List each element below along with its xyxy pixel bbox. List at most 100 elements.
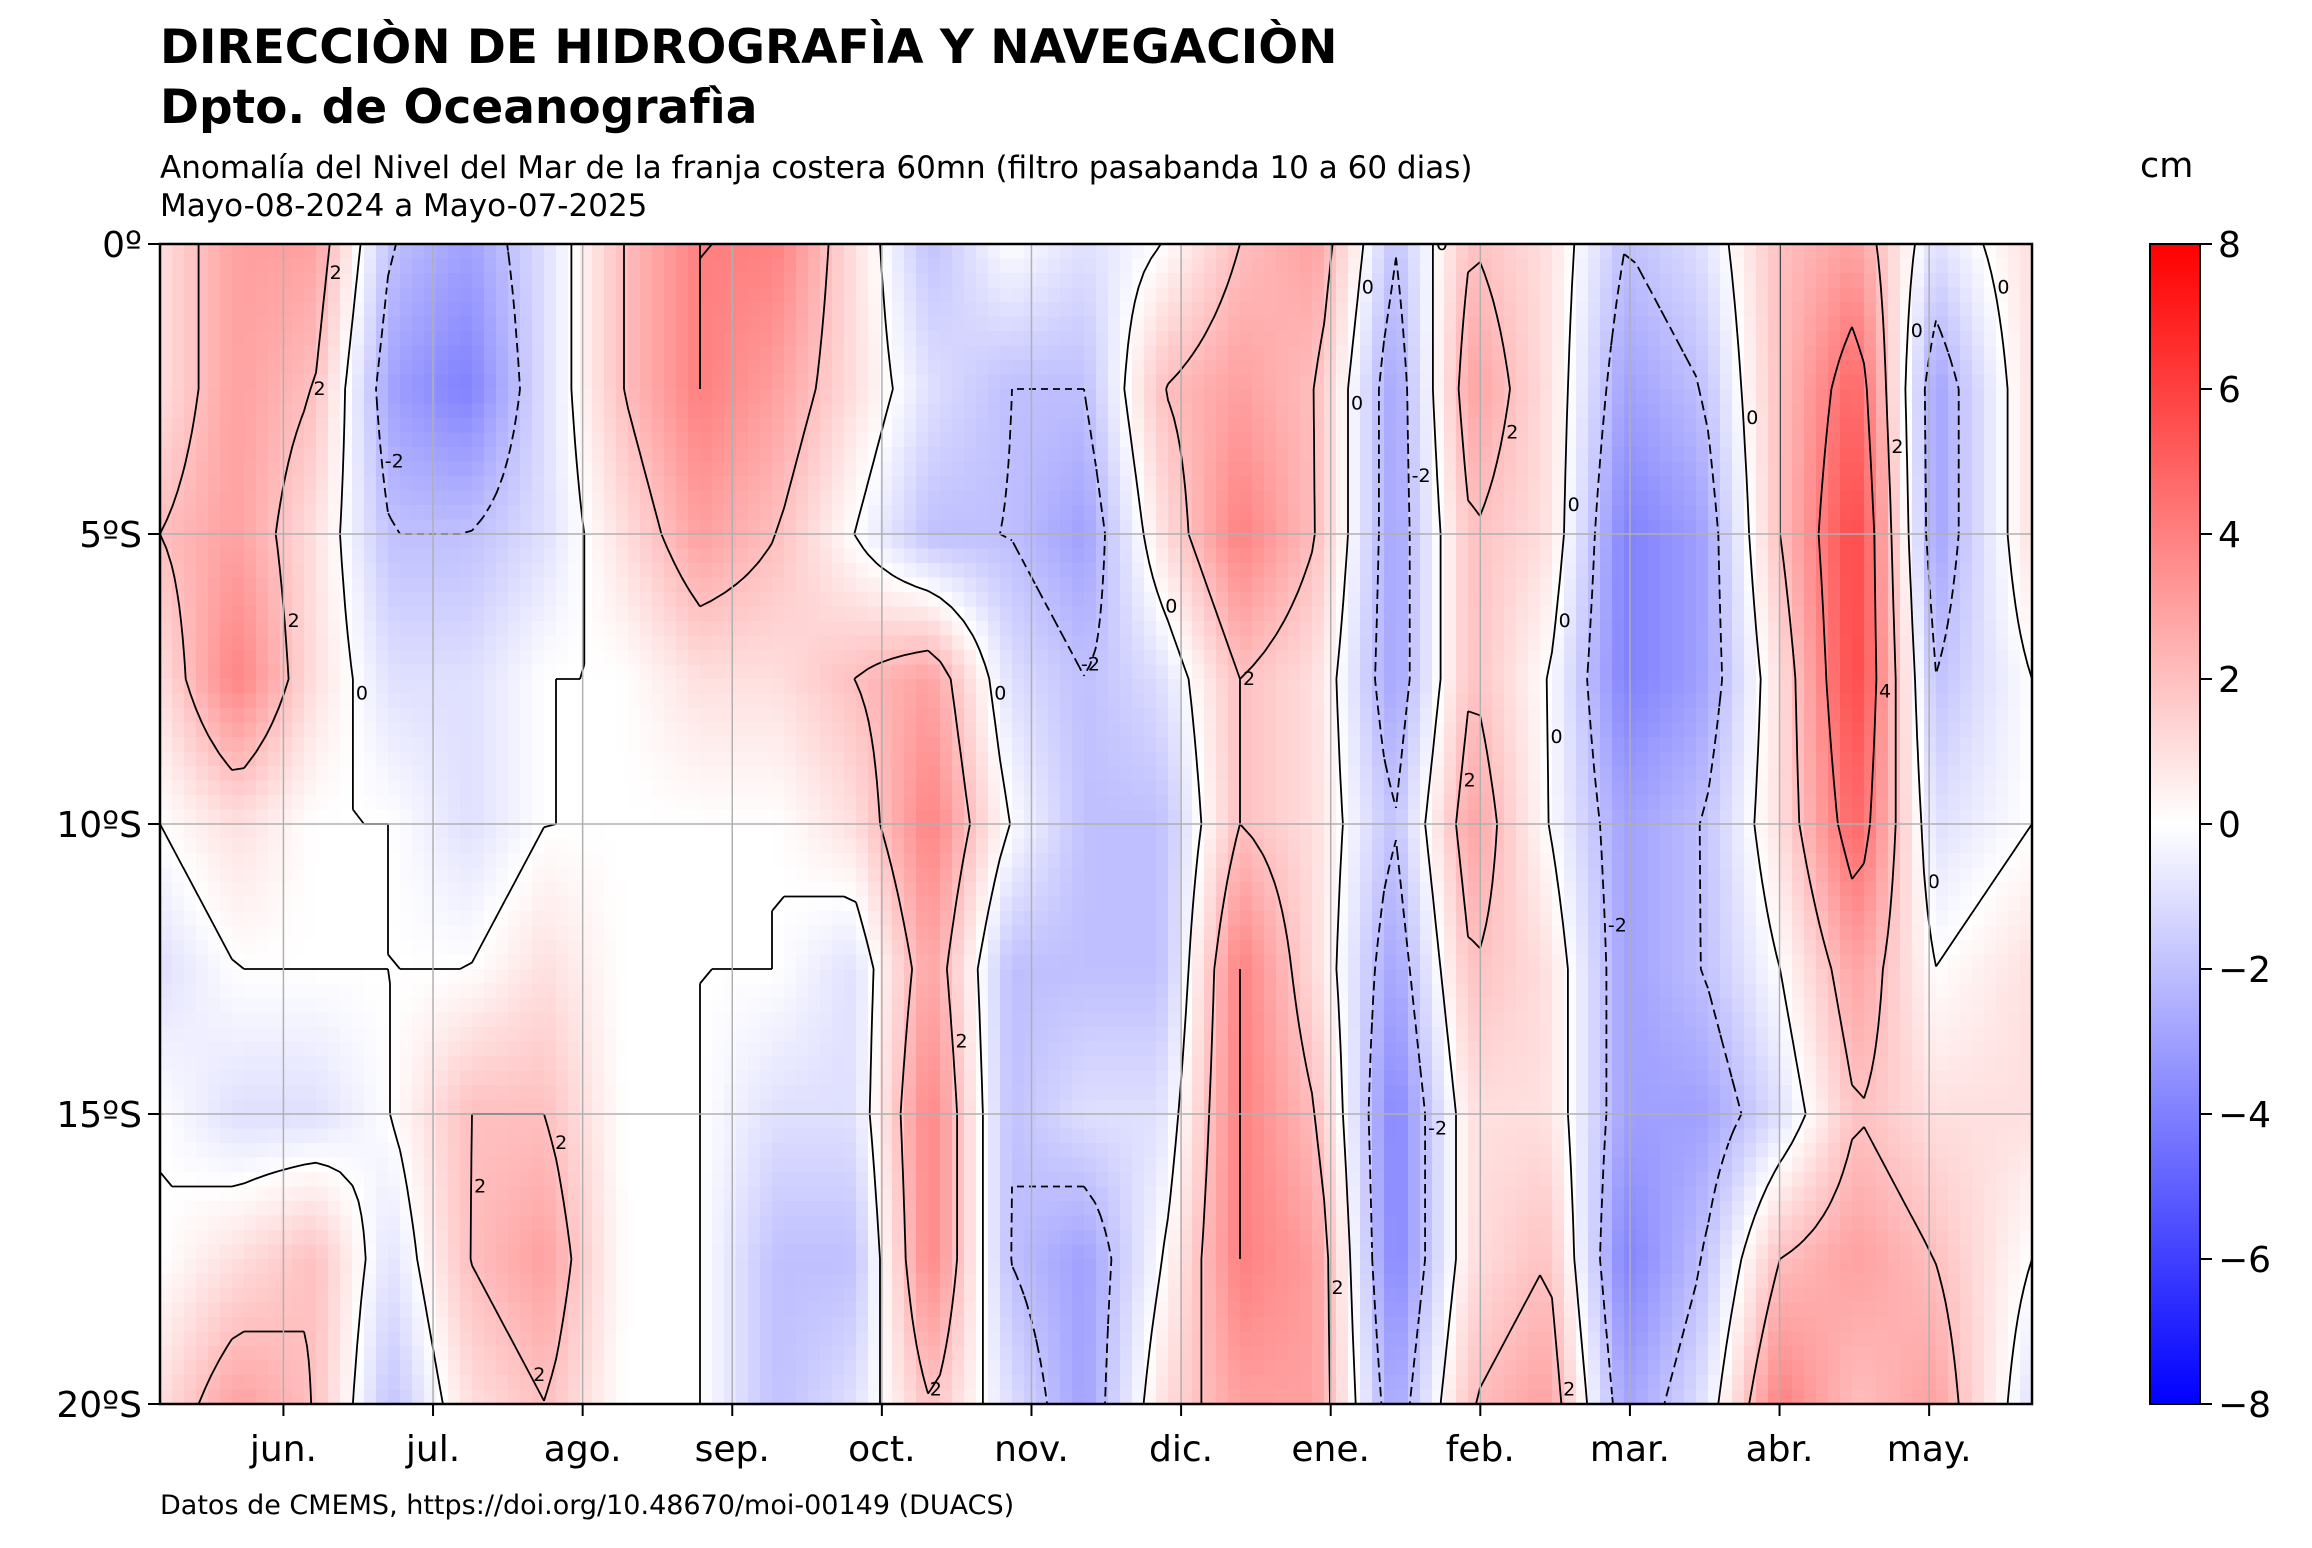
heatmap-cell bbox=[1456, 360, 1469, 376]
heatmap-cell bbox=[1060, 621, 1073, 637]
heatmap-cell bbox=[1048, 360, 1061, 376]
heatmap-cell bbox=[1276, 519, 1289, 535]
heatmap-cell bbox=[1540, 331, 1553, 347]
heatmap-cell bbox=[1984, 345, 1997, 361]
heatmap-cell bbox=[1660, 476, 1673, 492]
heatmap-cell bbox=[1816, 505, 1829, 521]
heatmap-cell bbox=[640, 244, 653, 260]
heatmap-cell bbox=[436, 635, 449, 651]
heatmap-cell bbox=[1708, 258, 1721, 274]
heatmap-cell bbox=[1132, 258, 1145, 274]
heatmap-cell bbox=[376, 650, 389, 666]
heatmap-cell bbox=[904, 273, 917, 289]
heatmap-cell bbox=[1720, 258, 1733, 274]
heatmap-cell bbox=[1288, 432, 1301, 448]
heatmap-cell bbox=[1240, 432, 1253, 448]
heatmap-cell bbox=[1108, 650, 1121, 666]
heatmap-cell bbox=[412, 316, 425, 332]
heatmap-cell bbox=[1996, 693, 2009, 709]
heatmap-cell bbox=[940, 577, 953, 593]
heatmap-cell bbox=[748, 258, 761, 274]
heatmap-cell bbox=[748, 664, 761, 680]
heatmap-cell bbox=[484, 664, 497, 680]
heatmap-cell bbox=[1120, 693, 1133, 709]
heatmap-cell bbox=[1528, 374, 1541, 390]
heatmap-cell bbox=[1636, 432, 1649, 448]
heatmap-cell bbox=[1192, 316, 1205, 332]
heatmap-cell bbox=[280, 534, 293, 550]
heatmap-cell bbox=[1384, 664, 1397, 680]
heatmap-cell bbox=[1408, 403, 1421, 419]
heatmap-cell bbox=[1732, 548, 1745, 564]
heatmap-cell bbox=[1600, 302, 1613, 318]
heatmap-cell bbox=[1108, 679, 1121, 695]
heatmap-cell bbox=[868, 577, 881, 593]
heatmap-cell bbox=[196, 621, 209, 637]
heatmap-cell bbox=[1252, 679, 1265, 695]
heatmap-cell bbox=[1828, 331, 1841, 347]
heatmap-cell bbox=[1408, 534, 1421, 550]
heatmap-cell bbox=[1204, 374, 1217, 390]
heatmap-cell bbox=[520, 679, 533, 695]
heatmap-cell bbox=[520, 592, 533, 608]
heatmap-cell bbox=[796, 461, 809, 477]
heatmap-cell bbox=[256, 374, 269, 390]
heatmap-cell bbox=[460, 635, 473, 651]
heatmap-cell bbox=[1900, 635, 1913, 651]
heatmap-cell bbox=[1468, 403, 1481, 419]
heatmap-cell bbox=[1552, 432, 1565, 448]
heatmap-cell bbox=[676, 360, 689, 376]
heatmap-cell bbox=[1444, 316, 1457, 332]
heatmap-cell bbox=[244, 534, 257, 550]
heatmap-cell bbox=[436, 374, 449, 390]
heatmap-cell bbox=[1480, 693, 1493, 709]
heatmap-cell bbox=[1804, 563, 1817, 579]
heatmap-cell bbox=[1516, 693, 1529, 709]
heatmap-cell bbox=[160, 345, 173, 361]
heatmap-cell bbox=[988, 650, 1001, 666]
heatmap-cell bbox=[964, 606, 977, 622]
heatmap-cell bbox=[1852, 432, 1865, 448]
heatmap-cell bbox=[1168, 679, 1181, 695]
heatmap-cell bbox=[1096, 345, 1109, 361]
heatmap-cell bbox=[484, 244, 497, 260]
heatmap-cell bbox=[1912, 534, 1925, 550]
heatmap-cell bbox=[1216, 563, 1229, 579]
heatmap-cell bbox=[1012, 374, 1025, 390]
heatmap-cell bbox=[1996, 621, 2009, 637]
heatmap-cell bbox=[172, 548, 185, 564]
heatmap-cell bbox=[1072, 345, 1085, 361]
heatmap-cell bbox=[1612, 432, 1625, 448]
heatmap-cell bbox=[352, 302, 365, 318]
heatmap-cell bbox=[1840, 389, 1853, 405]
heatmap-cell bbox=[1612, 650, 1625, 666]
heatmap-cell bbox=[772, 490, 785, 506]
heatmap-cell bbox=[1504, 461, 1517, 477]
heatmap-cell bbox=[484, 621, 497, 637]
heatmap-cell bbox=[796, 374, 809, 390]
heatmap-cell bbox=[352, 534, 365, 550]
heatmap-cell bbox=[208, 664, 221, 680]
heatmap-cell bbox=[652, 331, 665, 347]
heatmap-cell bbox=[904, 302, 917, 318]
heatmap-cell bbox=[964, 679, 977, 695]
heatmap-cell bbox=[1876, 461, 1889, 477]
heatmap-cell bbox=[520, 548, 533, 564]
heatmap-cell bbox=[544, 287, 557, 303]
heatmap-cell bbox=[1780, 461, 1793, 477]
heatmap-cell bbox=[208, 403, 221, 419]
heatmap-cell bbox=[1504, 693, 1517, 709]
heatmap-cell bbox=[1036, 548, 1049, 564]
heatmap-cell bbox=[952, 287, 965, 303]
heatmap-cell bbox=[1132, 577, 1145, 593]
heatmap-cell bbox=[916, 374, 929, 390]
heatmap-cell bbox=[1600, 577, 1613, 593]
heatmap-cell bbox=[1648, 244, 1661, 260]
heatmap-cell bbox=[736, 650, 749, 666]
heatmap-cell bbox=[220, 258, 233, 274]
heatmap-cell bbox=[1708, 316, 1721, 332]
heatmap-cell bbox=[1420, 592, 1433, 608]
heatmap-cell bbox=[520, 447, 533, 463]
heatmap-cell bbox=[1096, 650, 1109, 666]
heatmap-cell bbox=[1408, 331, 1421, 347]
